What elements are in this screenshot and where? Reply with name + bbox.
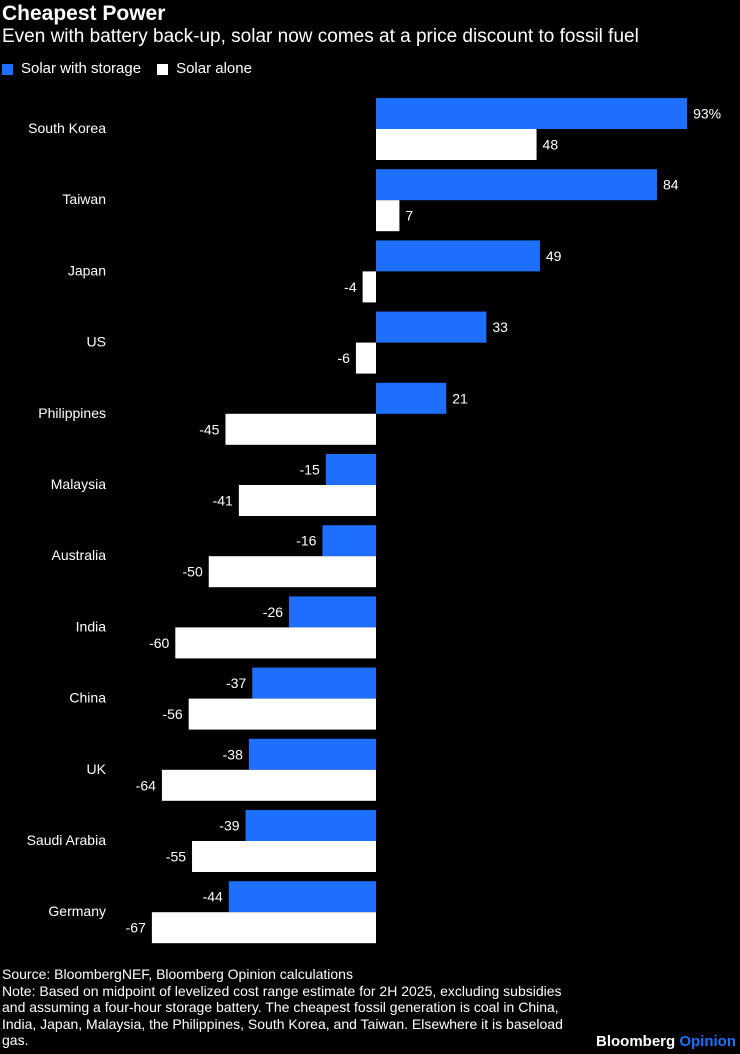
bar-solar-with-storage-australia xyxy=(322,525,376,557)
value-label-solar-alone-uk: -64 xyxy=(136,777,156,793)
bar-solar-with-storage-philippines xyxy=(376,382,447,414)
note-text: Note: Based on midpoint of levelized cos… xyxy=(2,982,563,1049)
value-label-solar-with-storage-south-korea: 93% xyxy=(693,106,721,122)
bar-solar-with-storage-saudi-arabia xyxy=(245,810,376,841)
value-label-solar-with-storage-china: -37 xyxy=(226,675,246,691)
value-label-solar-alone-saudi-arabia: -55 xyxy=(166,849,186,865)
category-label-germany: Germany xyxy=(48,903,106,919)
category-label-uk: UK xyxy=(87,761,107,777)
value-label-solar-alone-india: -60 xyxy=(149,635,169,651)
category-label-india: India xyxy=(76,618,107,634)
bar-solar-alone-saudi-arabia xyxy=(192,841,376,872)
bar-solar-with-storage-taiwan xyxy=(376,169,657,201)
bar-solar-alone-south-korea xyxy=(376,129,537,160)
source-text: Source: BloombergNEF, Bloomberg Opinion … xyxy=(2,966,353,982)
category-label-china: China xyxy=(69,690,106,706)
bar-solar-alone-germany xyxy=(151,912,376,944)
bar-solar-alone-india xyxy=(175,627,376,659)
category-label-australia: Australia xyxy=(52,547,107,563)
category-label-philippines: Philippines xyxy=(38,405,106,421)
legend-swatch-alone xyxy=(157,63,169,75)
value-label-solar-with-storage-taiwan: 84 xyxy=(663,177,679,193)
value-label-solar-with-storage-saudi-arabia: -39 xyxy=(219,818,239,834)
value-label-solar-with-storage-germany: -44 xyxy=(203,889,223,905)
value-label-solar-with-storage-us: 33 xyxy=(492,319,508,335)
value-label-solar-alone-germany: -67 xyxy=(126,920,146,936)
bar-solar-with-storage-us xyxy=(376,311,487,343)
bar-solar-alone-taiwan xyxy=(376,200,400,232)
bar-solar-alone-malaysia xyxy=(238,485,376,516)
bar-solar-with-storage-germany xyxy=(228,881,376,913)
bar-solar-with-storage-malaysia xyxy=(325,454,376,485)
bar-chart: South Korea 93% 48 Taiwan 84 7 Japan 49 -4 US 33 -6… xyxy=(27,98,721,944)
bar-solar-with-storage-china xyxy=(252,667,376,699)
legend-label-storage: Solar with storage xyxy=(21,60,142,77)
value-label-solar-alone-taiwan: 7 xyxy=(405,208,413,224)
bar-solar-alone-us xyxy=(355,342,376,374)
category-label-malaysia: Malaysia xyxy=(51,476,106,492)
source-note: Source: BloombergNEF, Bloomberg Opinion … xyxy=(2,966,582,1049)
value-label-solar-alone-us: -6 xyxy=(337,350,350,366)
value-label-solar-alone-japan: -4 xyxy=(344,279,357,295)
value-label-solar-with-storage-malaysia: -15 xyxy=(300,462,320,478)
bar-solar-alone-japan xyxy=(362,271,376,303)
value-label-solar-alone-australia: -50 xyxy=(183,564,203,580)
legend-swatch-storage xyxy=(2,63,13,75)
category-label-saudi-arabia: Saudi Arabia xyxy=(27,832,107,848)
chart-subtitle: Even with battery back-up, solar now com… xyxy=(2,26,639,47)
value-label-solar-with-storage-australia: -16 xyxy=(296,533,316,549)
value-label-solar-with-storage-india: -26 xyxy=(263,604,283,620)
value-label-solar-with-storage-uk: -38 xyxy=(223,746,243,762)
value-label-solar-with-storage-japan: 49 xyxy=(546,248,562,264)
bar-solar-alone-uk xyxy=(161,769,376,801)
category-label-south-korea: South Korea xyxy=(28,120,106,136)
chart-title: Cheapest Power xyxy=(2,2,166,25)
brand-logo: Bloomberg Opinion xyxy=(596,1033,736,1051)
legend-item-storage: Solar with storage xyxy=(2,60,141,78)
bar-solar-with-storage-india xyxy=(289,596,376,628)
value-label-solar-with-storage-philippines: 21 xyxy=(452,390,468,406)
category-label-japan: Japan xyxy=(68,262,106,278)
value-label-solar-alone-malaysia: -41 xyxy=(213,493,233,509)
bar-solar-alone-philippines xyxy=(225,413,376,445)
legend: Solar with storage Solar alone xyxy=(2,60,268,78)
category-label-taiwan: Taiwan xyxy=(62,191,106,207)
bar-solar-with-storage-south-korea xyxy=(376,98,688,129)
value-label-solar-alone-china: -56 xyxy=(162,706,182,722)
brand-bloomberg: Bloomberg xyxy=(596,1033,676,1050)
bar-solar-with-storage-japan xyxy=(376,240,540,272)
legend-item-alone: Solar alone xyxy=(157,60,252,78)
value-label-solar-alone-philippines: -45 xyxy=(199,421,219,437)
bar-solar-alone-australia xyxy=(208,556,376,588)
legend-label-alone: Solar alone xyxy=(176,60,252,77)
bar-solar-with-storage-uk xyxy=(248,738,376,770)
bar-solar-alone-china xyxy=(188,698,376,730)
category-label-us: US xyxy=(87,334,106,350)
value-label-solar-alone-south-korea: 48 xyxy=(543,137,559,153)
brand-opinion: Opinion xyxy=(679,1033,736,1050)
